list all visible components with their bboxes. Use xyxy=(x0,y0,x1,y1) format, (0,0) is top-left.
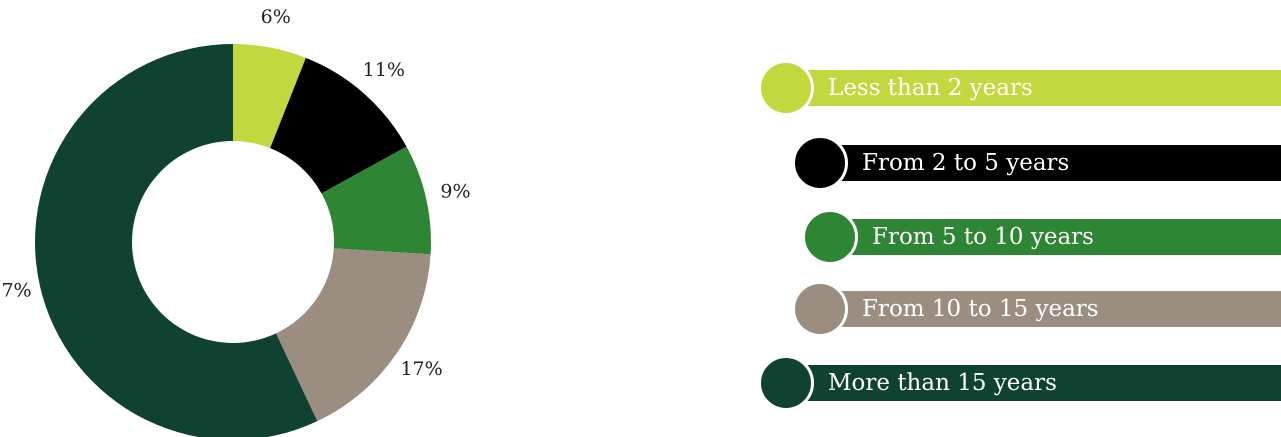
legend-swatch xyxy=(802,209,858,265)
legend-label: Less than 2 years xyxy=(828,75,1033,101)
slice-less-than-2-years xyxy=(233,44,306,149)
data-label-from-2-to-5-years: 11% xyxy=(363,59,405,81)
legend-label: From 2 to 5 years xyxy=(862,150,1070,176)
legend-label: More than 15 years xyxy=(828,370,1057,396)
slice-from-5-to-10-years xyxy=(321,146,431,255)
legend-swatch xyxy=(758,60,814,116)
donut-chart: 6% 11% 9% 17% 57% xyxy=(0,6,471,437)
data-label-less-than-2-years: 6% xyxy=(261,6,291,28)
legend-bar: From 2 to 5 years xyxy=(822,145,1281,181)
slice-from-10-to-15-years xyxy=(276,248,431,422)
legend-item-from-10-to-15-years: From 10 to 15 years xyxy=(792,281,1281,337)
legend-item-from-2-to-5-years: From 2 to 5 years xyxy=(792,135,1281,191)
legend-bar: From 5 to 10 years xyxy=(832,219,1281,255)
legend-item-more-than-15-years: More than 15 years xyxy=(758,355,1281,411)
legend-label: From 5 to 10 years xyxy=(872,224,1094,250)
data-label-from-10-to-15-years: 17% xyxy=(400,358,442,380)
legend-item-less-than-2-years: Less than 2 years xyxy=(758,60,1281,116)
legend-swatch xyxy=(792,135,848,191)
legend-swatch xyxy=(792,281,848,337)
data-label-more-than-15-years: 57% xyxy=(0,280,32,302)
slice-from-2-to-5-years xyxy=(270,57,407,194)
legend-swatch xyxy=(758,355,814,411)
legend-bar: From 10 to 15 years xyxy=(822,291,1281,327)
legend-bar: Less than 2 years xyxy=(788,70,1281,106)
legend-label: From 10 to 15 years xyxy=(862,296,1099,322)
data-label-from-5-to-10-years: 9% xyxy=(440,180,470,202)
legend-bar: More than 15 years xyxy=(788,365,1281,401)
legend-item-from-5-to-10-years: From 5 to 10 years xyxy=(802,209,1281,265)
slice-more-than-15-years xyxy=(35,44,318,437)
